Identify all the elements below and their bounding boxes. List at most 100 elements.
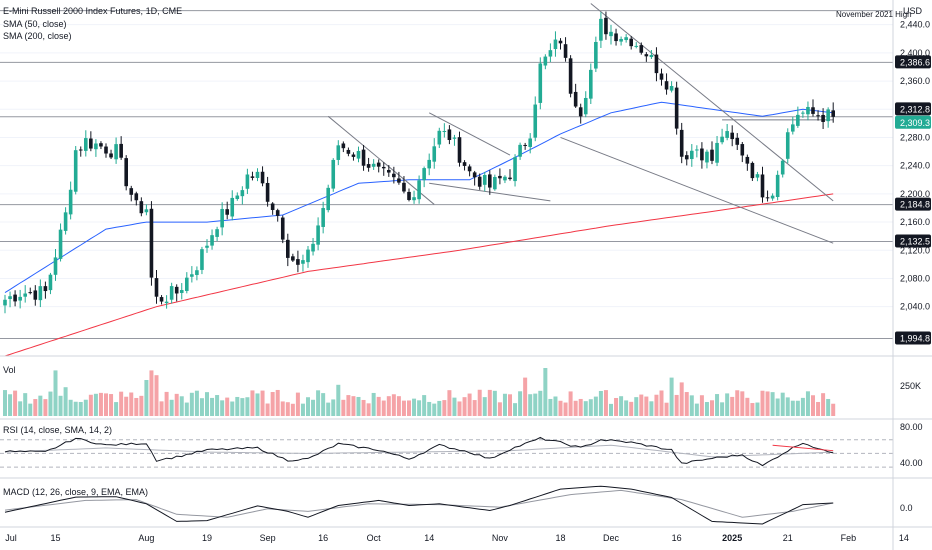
candle xyxy=(8,291,12,308)
volume-bar xyxy=(745,397,750,416)
volume-bar xyxy=(376,396,381,416)
candle xyxy=(43,281,48,299)
candle xyxy=(104,143,108,158)
volume-bar xyxy=(679,382,684,416)
candle xyxy=(720,128,724,145)
volume-bar xyxy=(664,402,669,416)
volume-bar xyxy=(8,394,13,416)
candle xyxy=(149,201,154,286)
volume-bar xyxy=(730,396,735,416)
candle xyxy=(129,185,134,202)
volume-bar xyxy=(159,401,164,416)
volume-bar xyxy=(442,400,447,416)
candle xyxy=(200,246,204,275)
trendline[interactable] xyxy=(560,136,834,244)
candle xyxy=(84,130,88,157)
volume-bar xyxy=(805,391,810,416)
trendline[interactable] xyxy=(428,112,511,156)
volume-bar xyxy=(48,391,53,416)
trendline[interactable] xyxy=(590,3,834,202)
volume-bar xyxy=(104,393,108,416)
volume-bar xyxy=(88,394,93,416)
volume-bar xyxy=(447,390,452,416)
volume-bar xyxy=(553,396,558,416)
volume-bar xyxy=(290,403,295,416)
sma200-legend[interactable]: SMA (200, close) xyxy=(3,31,72,41)
time-axis: Jul 15 Aug 19 Sep 16 Oct 14 Nov 18 Dec 16 2025 21 Feb 1… xyxy=(5,533,909,543)
price-tick: 2,400.0 xyxy=(900,48,930,58)
volume-bar xyxy=(215,395,220,416)
candle xyxy=(311,237,315,256)
volume-bar xyxy=(735,390,740,416)
volume-bar xyxy=(563,402,568,416)
price-grid xyxy=(0,24,893,308)
price-tick: 2,040.0 xyxy=(900,302,930,312)
volume-bar xyxy=(588,399,593,416)
candle xyxy=(457,131,462,167)
candle xyxy=(467,164,472,177)
volume-bar xyxy=(260,390,265,416)
candle xyxy=(725,124,729,141)
volume-bar xyxy=(235,396,240,416)
candle xyxy=(250,171,255,181)
volume-bar xyxy=(795,400,800,416)
candle xyxy=(578,103,583,124)
rsi-label[interactable]: RSI (14, close, SMA, 14, 2) xyxy=(3,425,112,435)
candle xyxy=(255,168,260,182)
volume-bar xyxy=(68,399,73,416)
candle xyxy=(245,168,250,194)
volume-bar xyxy=(750,403,755,416)
candle xyxy=(437,127,442,149)
candle xyxy=(351,152,356,161)
candle xyxy=(543,54,548,70)
volume-bar xyxy=(523,377,528,416)
volume-bar xyxy=(245,397,250,416)
volume-bar xyxy=(366,403,371,416)
volume-bar xyxy=(573,400,578,416)
candle xyxy=(619,36,623,46)
volume-bar xyxy=(174,393,179,416)
price-tick: 2,080.0 xyxy=(900,273,930,283)
volume-bar xyxy=(205,392,209,416)
candle xyxy=(508,169,512,181)
volume-bar xyxy=(109,394,114,416)
trendline[interactable] xyxy=(327,115,435,205)
volume-bar xyxy=(775,398,780,416)
volume-bar xyxy=(280,401,285,416)
time-label: Nov xyxy=(492,533,509,543)
candle xyxy=(291,253,295,262)
price-badge: 2,309.3 xyxy=(895,115,931,129)
volume-bar xyxy=(371,392,376,416)
candle xyxy=(447,125,452,145)
candle xyxy=(669,81,674,93)
candle xyxy=(402,176,406,194)
candle xyxy=(811,99,815,117)
volume-bar xyxy=(230,401,235,416)
candle xyxy=(275,208,280,222)
rsi-sma-path xyxy=(4,444,834,458)
candle xyxy=(190,266,194,283)
volume-bar xyxy=(765,391,770,416)
currency-label[interactable]: USD xyxy=(903,6,923,16)
volume-bar xyxy=(326,402,331,416)
candle xyxy=(331,158,336,192)
price-badge: 1,994.8 xyxy=(895,331,931,345)
candle xyxy=(664,73,669,95)
volume-label[interactable]: Vol xyxy=(3,365,16,375)
volume-bar xyxy=(624,400,629,416)
candle xyxy=(735,133,740,150)
price-tick: 2,280.0 xyxy=(900,132,930,142)
rsi-divergence-line[interactable] xyxy=(772,444,834,452)
volume-bar xyxy=(351,396,356,416)
volume-bar xyxy=(689,395,694,416)
candle xyxy=(336,140,341,166)
sma50-legend[interactable]: SMA (50, close) xyxy=(3,19,67,29)
candle xyxy=(493,174,497,191)
volume-bar xyxy=(755,402,760,416)
volume-bar xyxy=(144,380,149,416)
macd-label[interactable]: MACD (12, 26, close, 9, EMA, EMA) xyxy=(3,487,148,497)
volume-bar xyxy=(538,390,543,416)
price-tick: 2,160.0 xyxy=(900,217,930,227)
price-badge: 2,312.8 xyxy=(895,102,931,116)
